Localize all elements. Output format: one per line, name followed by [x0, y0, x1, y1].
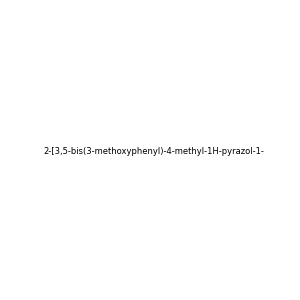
Text: 2-[3,5-bis(3-methoxyphenyl)-4-methyl-1H-pyrazol-1-: 2-[3,5-bis(3-methoxyphenyl)-4-methyl-1H-… — [43, 147, 264, 156]
